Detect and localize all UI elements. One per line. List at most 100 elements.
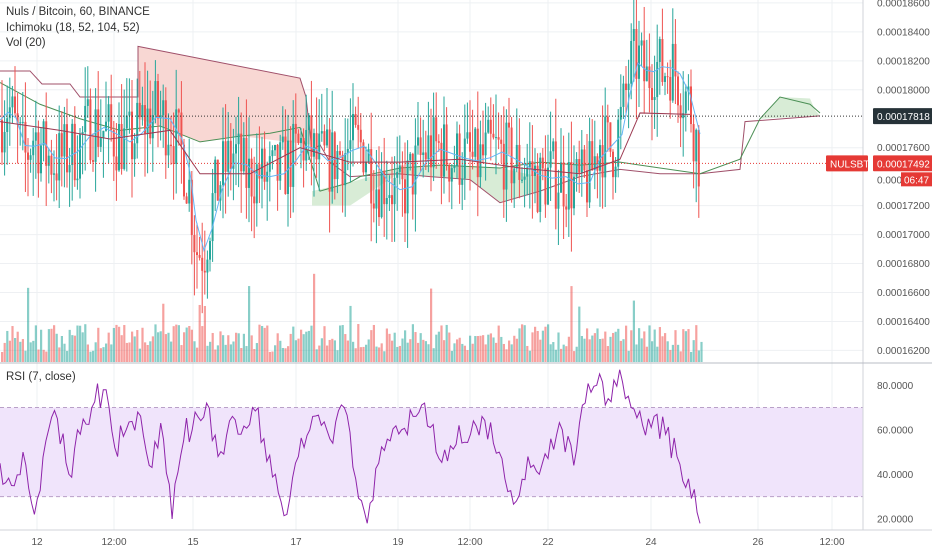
volume-bar	[521, 324, 524, 362]
y-tick-label: 0.00017600	[877, 143, 930, 154]
volume-bar	[346, 340, 349, 362]
candle-body	[240, 133, 243, 172]
volume-bar	[474, 336, 477, 362]
ref-price-badge-text: 0.00017818	[877, 112, 930, 123]
volume-bar	[638, 328, 641, 362]
candle-body	[331, 132, 334, 192]
candle-body	[180, 112, 183, 145]
candle-body	[643, 40, 646, 82]
candle-body	[354, 114, 357, 125]
candle-body	[635, 28, 638, 79]
x-tick-label: 12:00	[101, 537, 126, 548]
volume-bar	[487, 334, 490, 362]
volume-bar	[45, 351, 48, 362]
volume-bar	[255, 343, 258, 362]
volume-bar	[253, 349, 256, 362]
volume-bar	[3, 342, 6, 362]
candle-body	[320, 131, 323, 134]
ref-price-badge	[873, 108, 932, 125]
volume-bar	[190, 329, 193, 362]
volume-bar	[599, 338, 602, 362]
volume-bar	[666, 341, 669, 362]
candle-body	[164, 100, 167, 156]
candle-body	[385, 198, 388, 205]
volume-bar	[53, 325, 56, 362]
candle-body	[305, 130, 308, 161]
candle-body	[669, 76, 672, 101]
volume-bar	[344, 334, 347, 362]
volume-bar	[201, 326, 204, 362]
volume-bar	[138, 348, 141, 362]
y-tick-label: 0.00018200	[877, 56, 930, 67]
candle-body	[627, 83, 630, 91]
volume-bar	[68, 329, 71, 362]
volume-bar	[263, 327, 266, 362]
volume-bar	[333, 340, 336, 362]
candle-body	[19, 122, 22, 124]
volume-bar	[118, 326, 121, 362]
candle-body	[432, 117, 435, 168]
candle-body	[89, 99, 92, 161]
candle-body	[453, 165, 456, 169]
candle-body	[183, 144, 185, 197]
candle-body	[661, 39, 664, 82]
volume-bar	[315, 349, 318, 362]
candle-body	[242, 137, 245, 172]
volume-bar	[674, 330, 677, 362]
volume-bar	[456, 339, 459, 362]
volume-bar	[664, 333, 667, 362]
candle-body	[690, 86, 692, 125]
volume-bar	[222, 335, 225, 362]
volume-bar	[539, 339, 542, 362]
volume-bar	[536, 330, 539, 362]
volume-bar	[396, 346, 399, 362]
last-price-badge-text: 0.00017492	[877, 159, 930, 170]
volume-bar	[440, 325, 443, 362]
candle-body	[648, 66, 651, 89]
candle-body	[461, 178, 464, 185]
candle-body	[144, 105, 146, 134]
volume-bar	[250, 335, 253, 362]
candle-body	[554, 141, 557, 209]
volume-bar	[170, 341, 173, 362]
candle-body	[68, 165, 71, 173]
candle-body	[198, 255, 201, 258]
volume-bar	[354, 348, 357, 362]
volume-bar	[596, 328, 599, 362]
volume-bar	[593, 333, 596, 362]
volume-bar	[196, 347, 199, 362]
candle-body	[297, 133, 300, 143]
candle-body	[487, 119, 490, 133]
volume-bar	[279, 340, 282, 362]
volume-bar	[268, 351, 271, 362]
volume-bar	[424, 341, 427, 362]
candle-body	[287, 140, 289, 195]
volume-bar	[292, 326, 295, 362]
rsi-line	[0, 369, 701, 524]
candle-body	[523, 176, 526, 180]
volume-bar	[609, 336, 612, 362]
candle-body	[175, 109, 178, 164]
volume-bar	[406, 342, 409, 362]
candle-body	[97, 109, 100, 147]
volume-bar	[6, 330, 9, 362]
candle-body	[586, 170, 588, 203]
volume-bar	[523, 325, 526, 362]
candle-body	[258, 164, 261, 179]
candle-body	[518, 144, 521, 180]
candle-body	[463, 138, 466, 179]
volume-bar	[71, 335, 74, 362]
volume-bar	[24, 350, 27, 362]
candle-body	[640, 40, 643, 46]
volume-bar	[619, 340, 622, 362]
x-tick-label: 24	[645, 537, 657, 548]
candle-body	[632, 28, 635, 41]
volume-bar	[1, 351, 4, 362]
volume-bar	[305, 331, 308, 362]
candle-body	[315, 133, 318, 160]
candle-body	[167, 144, 170, 156]
candle-body	[151, 115, 154, 139]
candle-body	[250, 158, 253, 197]
candle-body	[235, 144, 237, 154]
